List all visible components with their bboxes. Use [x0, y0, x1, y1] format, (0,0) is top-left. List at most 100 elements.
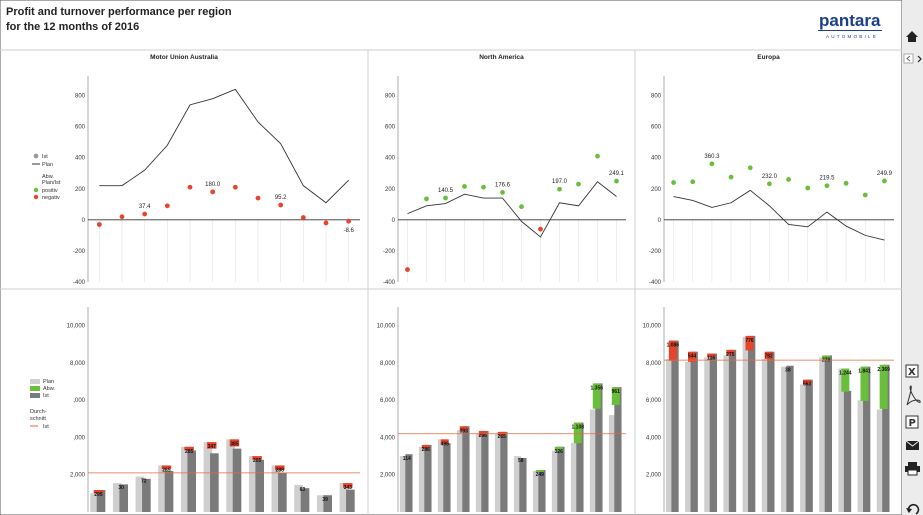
- deviation-bar: [573, 422, 582, 444]
- ist-bar: [557, 446, 565, 512]
- deviation-point: [323, 220, 329, 226]
- legend-plan-label: Plan: [42, 162, 53, 168]
- deviation-bar: [592, 383, 601, 409]
- deviation-bar: [275, 465, 285, 471]
- plan-bar: [135, 476, 145, 512]
- plan-bar: [608, 415, 617, 512]
- deviation-bar: [802, 379, 812, 385]
- powerpoint-icon[interactable]: P: [905, 415, 919, 429]
- page-title-line1: Profit and turnover performance per regi…: [6, 6, 232, 18]
- y-tick-label: -400: [383, 280, 396, 286]
- ist-bar: [595, 383, 603, 512]
- excel-icon[interactable]: X: [905, 364, 919, 378]
- y-tick-label: 2,000: [70, 473, 86, 479]
- ist-bar: [164, 471, 174, 512]
- plan-bar: [112, 483, 122, 512]
- deviation-bar: [229, 439, 240, 447]
- y-tick-label: 800: [651, 94, 662, 100]
- deviation-point: [187, 184, 193, 190]
- svg-text:P: P: [909, 418, 916, 429]
- ist-bar: [614, 387, 622, 512]
- deviation-label: 961: [612, 389, 621, 395]
- legend-plan-bar-label: Plan: [43, 379, 54, 385]
- deviation-label: 38: [785, 368, 791, 374]
- deviation-point: [767, 181, 772, 187]
- deviation-label: 205: [253, 458, 262, 464]
- ist-bar: [671, 340, 679, 512]
- point-label: 232.0: [762, 174, 778, 180]
- plan-line: [673, 189, 885, 241]
- bar-chart-north-america: 2,000 4,000 6,000 8,000 10,000 114 286 496 393 29…: [377, 307, 626, 512]
- plan-bar: [90, 493, 99, 512]
- deviation-label: 1.841: [858, 369, 871, 375]
- plan-bar: [685, 361, 693, 512]
- deviation-label: 114: [403, 456, 411, 462]
- y-tick-label: 10,000: [67, 324, 86, 330]
- deviation-point: [443, 195, 448, 201]
- deviation-point: [462, 184, 467, 189]
- deviation-bar: [841, 368, 850, 392]
- deviation-point: [232, 184, 238, 190]
- deviation-bar: [745, 335, 754, 351]
- bar-chart-europa: 2,000 4,000 6,000 8,000 10,000 1.086 544 116 275…: [643, 307, 894, 512]
- point-label: 249.1: [609, 171, 625, 177]
- deviation-point: [671, 180, 676, 185]
- deviation-point: [210, 189, 216, 195]
- ist-bar: [500, 431, 508, 512]
- line-chart-north-america: North America -400 -200 0 200 400 600 800 140.5 1…: [383, 54, 626, 286]
- deviation-label: 265: [162, 467, 171, 473]
- undo-icon[interactable]: [906, 503, 920, 515]
- ist-bar: [443, 443, 451, 512]
- y-tick-label: 10,000: [377, 324, 396, 330]
- deviation-bar: [822, 355, 831, 360]
- print-icon[interactable]: [905, 462, 920, 476]
- plan-bar: [570, 443, 579, 512]
- deviation-label: 39: [322, 497, 328, 503]
- deviation-point: [728, 174, 734, 180]
- deviation-point: [119, 214, 125, 220]
- deviation-label: 72: [141, 479, 147, 485]
- plan-bar: [248, 456, 258, 512]
- deviation-point: [300, 215, 306, 220]
- point-label: 180.0: [205, 182, 221, 188]
- y-tick-label: 6,000: [380, 398, 396, 404]
- y-tick-label: 200: [385, 187, 396, 193]
- legend-positiv-label: positiv: [42, 188, 58, 194]
- point-label: 37.4: [139, 204, 151, 210]
- deviation-label: 393: [460, 428, 469, 434]
- deviation-bar: [478, 430, 487, 436]
- chart-title: Europa: [757, 54, 780, 61]
- deviation-point: [142, 211, 148, 217]
- ist-bar: [300, 488, 310, 512]
- deviation-label: 285: [185, 449, 194, 455]
- y-tick-label: 400: [75, 156, 86, 162]
- y-tick-label: 8,000: [380, 361, 396, 367]
- mail-icon[interactable]: [905, 440, 920, 450]
- ist-bar: [255, 459, 265, 512]
- page-title-line2: for the 12 months of 2016: [6, 21, 139, 33]
- ist-bar: [462, 426, 470, 512]
- ist-bar: [824, 355, 832, 512]
- plan-bar: [294, 484, 303, 512]
- y-tick-label: 400: [385, 156, 396, 162]
- deviation-label: 1.356: [591, 385, 604, 391]
- legend-avg-label-1: Durch-: [30, 409, 47, 415]
- legend-plan-swatch: [30, 379, 40, 384]
- home-icon[interactable]: [906, 31, 918, 42]
- deviation-label: 58: [518, 458, 524, 464]
- svg-text:X: X: [908, 367, 916, 378]
- ist-bar: [843, 390, 852, 512]
- deviation-point: [519, 204, 524, 210]
- pdf-icon[interactable]: [906, 385, 921, 406]
- point-label: 95.2: [275, 195, 287, 201]
- collapse-icon[interactable]: [903, 53, 922, 64]
- deviation-label: 544: [688, 354, 697, 360]
- deviation-point: [424, 196, 429, 202]
- deviation-bar: [343, 483, 353, 488]
- deviation-label: 1.244: [839, 371, 852, 377]
- ist-bar: [576, 422, 584, 512]
- y-tick-label: 8,000: [646, 361, 662, 367]
- deviation-bar: [535, 470, 544, 472]
- deviation-point: [747, 165, 753, 171]
- deviation-label: 1.108: [572, 425, 585, 431]
